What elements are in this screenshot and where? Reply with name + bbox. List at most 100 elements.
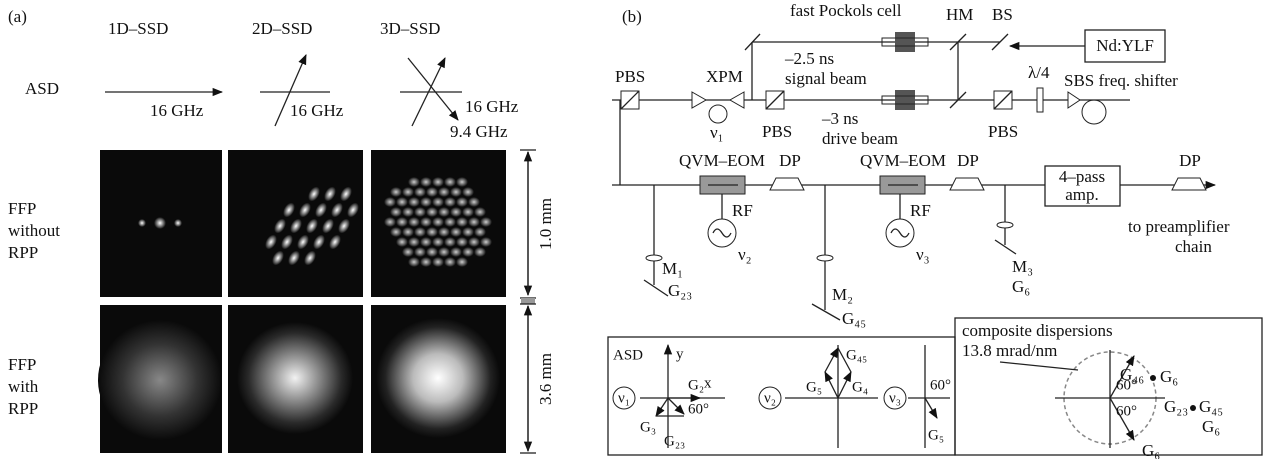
shape — [770, 178, 984, 190]
label: QVM–EOM — [860, 151, 946, 170]
shape — [462, 187, 474, 197]
shape — [462, 227, 474, 237]
shape — [414, 227, 426, 237]
label: SBS freq. shifter — [1064, 71, 1178, 90]
shape — [895, 90, 915, 110]
shape — [444, 217, 456, 227]
shape — [1172, 178, 1206, 190]
shape — [154, 217, 166, 229]
label: signal beam — [785, 69, 867, 88]
shape — [474, 227, 486, 237]
label: to preamplifier — [1128, 217, 1230, 236]
shape — [420, 257, 432, 267]
label: DP — [1179, 151, 1201, 170]
shape — [1068, 92, 1080, 108]
shape — [432, 197, 444, 207]
figure: (a)1D–SSD2D–SSD3D–SSDASD16 GHz16 GHz16 G… — [0, 0, 1272, 459]
label: ASD — [613, 347, 643, 363]
shape — [414, 207, 426, 217]
shape — [384, 197, 396, 207]
shape — [646, 255, 662, 261]
label: ν₁ — [710, 123, 724, 142]
label: DP — [779, 151, 801, 170]
shape — [1082, 100, 1106, 124]
shape — [402, 247, 414, 257]
label: ν₃ — [889, 390, 901, 406]
shape — [420, 197, 432, 207]
shape — [656, 398, 668, 416]
label: XPM — [706, 67, 743, 86]
label: G₂ — [688, 377, 704, 393]
shape — [438, 247, 450, 257]
shape — [644, 280, 668, 296]
shape — [438, 227, 450, 237]
shape — [432, 177, 444, 187]
shape — [817, 255, 833, 261]
label: QVM–EOM — [679, 151, 765, 170]
shape — [408, 257, 420, 267]
label: Nd:YLF — [1096, 36, 1154, 55]
shape — [408, 58, 458, 120]
label: G₄₅ — [1199, 397, 1223, 416]
shape — [462, 207, 474, 217]
label: G₆ — [1142, 441, 1160, 459]
shape — [812, 304, 840, 320]
label: 16 GHz — [465, 97, 519, 116]
shape — [408, 217, 420, 227]
shape — [138, 219, 146, 227]
shape — [838, 372, 851, 398]
shape — [438, 187, 450, 197]
shape — [438, 207, 450, 217]
shape — [426, 207, 438, 217]
shape — [456, 217, 468, 227]
label: G₄ — [852, 379, 868, 395]
label: G₃ — [640, 419, 656, 435]
shape — [895, 32, 915, 52]
label: 60° — [1116, 377, 1137, 393]
shape — [408, 177, 420, 187]
shape — [608, 337, 955, 455]
label: 3.6 mm — [536, 353, 555, 405]
label: PBS — [615, 67, 645, 86]
label: G₂₃ — [664, 433, 685, 449]
shape — [396, 197, 408, 207]
label: G₂₃ — [1164, 397, 1188, 416]
label: G₅ — [928, 427, 944, 443]
label: BS — [992, 5, 1013, 24]
scale-bars — [520, 150, 536, 453]
label: 1.0 mm — [536, 198, 555, 250]
label: (a) — [8, 7, 27, 26]
label: 2D–SSD — [252, 19, 312, 38]
shape — [426, 227, 438, 237]
shape — [237, 322, 353, 434]
shape — [521, 298, 535, 304]
shape — [462, 247, 474, 257]
shape — [444, 257, 456, 267]
label: fast Pockols cell — [790, 1, 902, 20]
shape — [456, 197, 468, 207]
shape — [450, 227, 462, 237]
label: G₂₃ — [668, 281, 692, 300]
shape — [426, 187, 438, 197]
shape — [1000, 362, 1078, 370]
label: G₄₅ — [846, 347, 867, 363]
shape — [1190, 405, 1196, 411]
shape — [468, 217, 480, 227]
label: 60° — [1116, 403, 1137, 419]
label: PBS — [762, 122, 792, 141]
shape — [414, 247, 426, 257]
shape — [1037, 88, 1043, 112]
shape — [480, 217, 492, 227]
shape — [420, 237, 432, 247]
shape — [420, 177, 432, 187]
shape — [456, 177, 468, 187]
shape — [432, 217, 444, 227]
shape — [432, 237, 444, 247]
shape — [376, 318, 500, 438]
label: 60° — [688, 401, 709, 417]
shape — [925, 398, 937, 418]
label: M₁ — [662, 259, 683, 278]
label: M₂ — [832, 285, 853, 304]
label: G₆ — [1160, 367, 1178, 386]
label: ν₂ — [764, 390, 776, 406]
